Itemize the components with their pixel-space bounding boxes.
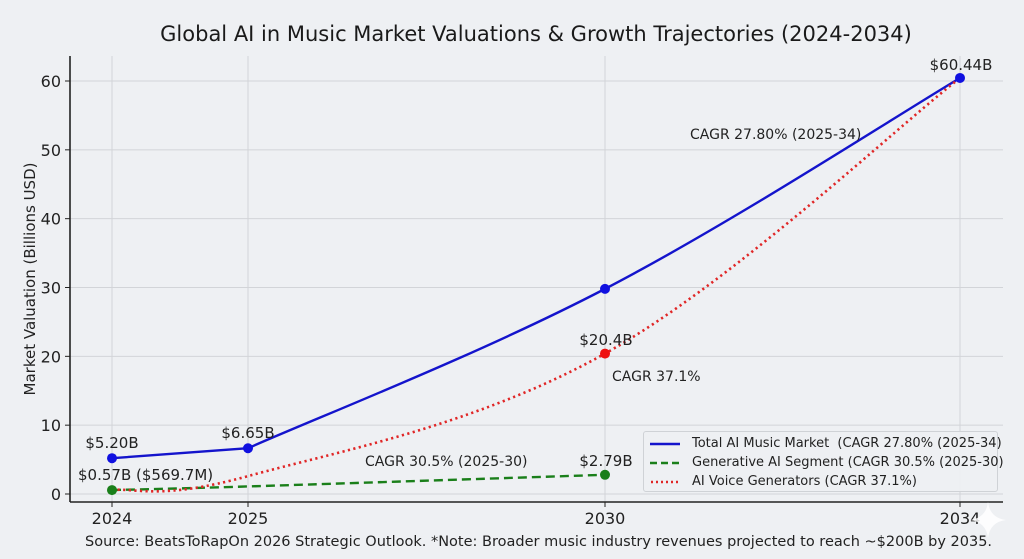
label-total-2034: $60.44B bbox=[930, 56, 993, 74]
source-note: Source: BeatsToRapOn 2026 Strategic Outl… bbox=[85, 534, 993, 550]
label-gen-2030: $2.79B bbox=[579, 452, 632, 470]
legend-swatch-dashed-icon bbox=[650, 461, 680, 464]
x-tick-label: 2024 bbox=[92, 509, 133, 528]
y-axis-label: Market Valuation (Billions USD) bbox=[21, 163, 39, 396]
data-point-total-market bbox=[600, 283, 610, 294]
label-cagr-gen: CAGR 30.5% (2025-30) bbox=[365, 454, 527, 470]
data-point-total-market bbox=[243, 443, 253, 454]
data-labels: $5.20B $6.65B $60.44B $0.57B ($569.7M) $2.79… bbox=[78, 56, 992, 484]
data-point-total-market bbox=[955, 72, 965, 83]
series-markers bbox=[107, 72, 965, 496]
data-point-total-market bbox=[107, 453, 117, 464]
legend: Total AI Music Market (CAGR 27.80% (2025… bbox=[643, 431, 1004, 492]
legend-label: AI Voice Generators (CAGR 37.1%) bbox=[692, 474, 917, 489]
data-point-voice-generators bbox=[600, 348, 610, 359]
y-tick-label: 20 bbox=[41, 347, 61, 366]
x-tick-label: 2025 bbox=[228, 509, 269, 528]
label-total-2025: $6.65B bbox=[221, 424, 274, 442]
y-tick-label: 0 bbox=[51, 485, 61, 504]
label-cagr-voice: CAGR 37.1% bbox=[612, 369, 701, 385]
x-tick-label: 2034 bbox=[940, 509, 981, 528]
legend-item-total: Total AI Music Market (CAGR 27.80% (2025… bbox=[650, 434, 1002, 453]
y-tick-label: 60 bbox=[41, 72, 61, 91]
legend-label: Generative AI Segment (CAGR 30.5% (2025-… bbox=[692, 455, 1004, 470]
legend-swatch-dotted-icon bbox=[651, 480, 680, 483]
label-total-2024: $5.20B bbox=[85, 434, 138, 452]
sparkle-watermark-icon bbox=[970, 502, 1006, 538]
label-gen-2024: $0.57B ($569.7M) bbox=[78, 466, 213, 484]
y-tick-label: 40 bbox=[41, 210, 61, 229]
data-point-generative-ai bbox=[107, 485, 117, 496]
data-point-generative-ai bbox=[600, 469, 610, 480]
label-cagr-total: CAGR 27.80% (2025-34) bbox=[690, 127, 861, 143]
label-voice-2030: $20.4B bbox=[579, 331, 632, 349]
y-tick-label: 50 bbox=[41, 141, 61, 160]
chart-title: Global AI in Music Market Valuations & G… bbox=[160, 22, 912, 46]
series-line-generative-ai bbox=[111, 473, 606, 492]
legend-label: Total AI Music Market (CAGR 27.80% (2025… bbox=[692, 436, 1002, 451]
y-tick-label: 30 bbox=[41, 279, 61, 298]
legend-swatch-solid-icon bbox=[650, 442, 680, 445]
y-tick-label: 10 bbox=[41, 416, 61, 435]
legend-item-voice: AI Voice Generators (CAGR 37.1%) bbox=[650, 472, 917, 491]
x-tick-label: 2030 bbox=[585, 509, 626, 528]
grid bbox=[70, 56, 1003, 502]
legend-item-generative: Generative AI Segment (CAGR 30.5% (2025-… bbox=[650, 453, 1004, 472]
